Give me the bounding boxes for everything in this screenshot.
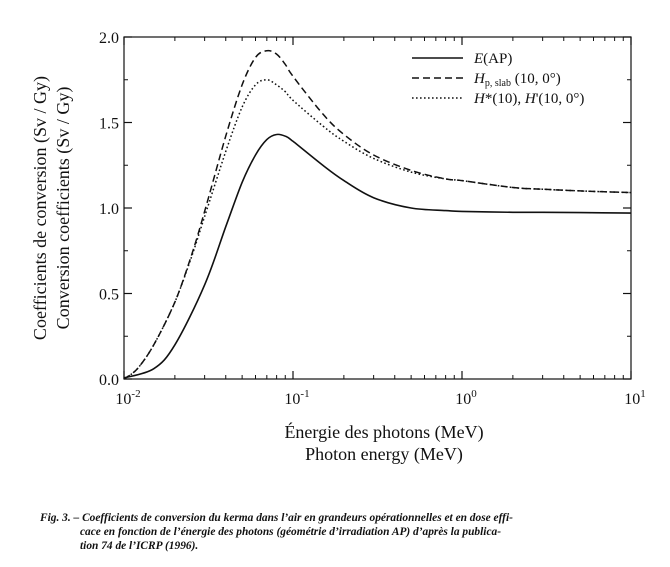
y-tick-label: 1.5 bbox=[99, 116, 119, 133]
x-tick-label: 10-2 bbox=[115, 388, 140, 408]
x-tick-exponent: -2 bbox=[131, 388, 140, 400]
plot-area bbox=[123, 36, 632, 380]
series-line-3 bbox=[123, 79, 632, 380]
x-axis-title-line: Photon energy (MeV) bbox=[305, 444, 463, 465]
legend-text-part: p, slab bbox=[485, 78, 511, 89]
x-tick-exponent: -1 bbox=[300, 388, 309, 400]
y-axis-title-line: Conversion coefficients (Sv / Gy) bbox=[53, 87, 74, 330]
legend-text-part: H bbox=[473, 91, 486, 107]
series-line-1 bbox=[123, 133, 632, 379]
y-tick-label: 1.0 bbox=[99, 201, 119, 218]
x-tick-base: 10 bbox=[624, 391, 640, 408]
legend-label-1: E(AP) bbox=[473, 51, 512, 67]
legend-label-3: H*(10), H'(10, 0°) bbox=[473, 91, 584, 107]
legend-text-part: E bbox=[473, 51, 483, 67]
caption-line: Fig. 3. – Coefficients de conversion du … bbox=[40, 512, 513, 524]
legend-text-part: '(10, 0°) bbox=[536, 91, 585, 107]
x-tick-base: 10 bbox=[284, 391, 300, 408]
x-tick-label: 10-1 bbox=[284, 388, 309, 408]
legend-text-part: (10, 0°) bbox=[511, 71, 561, 87]
x-tick-base: 10 bbox=[115, 391, 131, 408]
x-axis-title-line: Énergie des photons (MeV) bbox=[284, 421, 483, 443]
legend-text-part: H bbox=[524, 91, 537, 107]
caption-line: cace en fonction de l’énergie des photon… bbox=[80, 526, 501, 538]
legend: E(AP)Hp, slab (10, 0°)H*(10), H'(10, 0°) bbox=[412, 51, 584, 107]
caption-line: tion 74 de l’ICRP (1996). bbox=[80, 540, 199, 552]
y-tick-label: 2.0 bbox=[99, 30, 119, 47]
y-axis-title-line: Coefficients de conversion (Sv / Gy) bbox=[30, 76, 51, 340]
y-tick-label: 0.0 bbox=[99, 372, 119, 389]
legend-text-part: H bbox=[473, 71, 486, 87]
x-tick-label: 101 bbox=[624, 388, 646, 408]
legend-text-part: *(10), bbox=[485, 91, 525, 107]
x-axis: 10-2 10-1 100 101 bbox=[115, 37, 646, 408]
legend-label-2: Hp, slab (10, 0°) bbox=[473, 71, 561, 89]
y-tick-label: 0.5 bbox=[99, 287, 119, 304]
x-tick-base: 10 bbox=[455, 391, 471, 408]
legend-text-part: (AP) bbox=[483, 51, 512, 67]
x-tick-exponent: 0 bbox=[471, 388, 477, 400]
x-tick-exponent: 1 bbox=[640, 388, 646, 400]
series-layer bbox=[123, 49, 632, 380]
figure-caption: Fig. 3. – Coefficients de conversion du … bbox=[40, 511, 640, 553]
y-axis: 0.0 0.5 1.0 1.5 2.0 bbox=[99, 30, 631, 389]
plot-border bbox=[123, 36, 632, 380]
axis-labels: Énergie des photons (MeV)Photon energy (… bbox=[30, 76, 484, 465]
x-tick-label: 100 bbox=[455, 388, 477, 408]
